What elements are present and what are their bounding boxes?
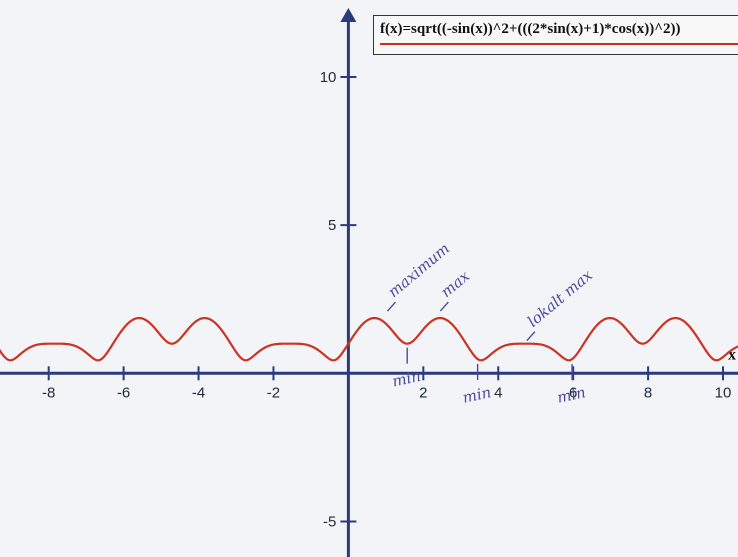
x-tick-label: -4: [192, 384, 205, 401]
annotation-text: min: [391, 367, 423, 391]
annotation-max: max: [437, 267, 474, 312]
legend-formula: f(x)=sqrt((-sin(x))^2+(((2*sin(x)+1)*cos…: [380, 21, 681, 37]
annotation-arrow: [386, 301, 397, 312]
x-tick-label: 10: [715, 384, 732, 401]
x-tick-label: -2: [267, 384, 280, 401]
annotation-min: min: [461, 363, 493, 407]
annotation-text: lokalt max: [524, 266, 597, 331]
annotation-min: min: [555, 363, 587, 407]
annotation-text: min: [555, 383, 587, 407]
y-axis-arrow: [340, 8, 357, 22]
x-tick-label: -8: [42, 384, 55, 401]
x-axis-name: x: [728, 346, 736, 363]
annotation-arrow: [526, 331, 536, 342]
x-tick-label: 4: [494, 384, 502, 401]
y-tick-label: -5: [323, 513, 336, 530]
annotation-text: min: [461, 383, 493, 407]
legend-series-swatch: [380, 43, 738, 45]
annotation-text: max: [437, 267, 473, 301]
y-tick-label: 10: [320, 69, 337, 86]
axes: x: [0, 8, 738, 557]
annotation-maximum: maximum: [384, 239, 453, 312]
x-tick-label: 6: [569, 384, 577, 401]
function-curve: [0, 316, 738, 362]
x-tick-label: 8: [644, 384, 652, 401]
annotation-arrow: [439, 301, 449, 312]
x-tick-label: 2: [419, 384, 427, 401]
axis-ticks: -8 -6 -4 -2 2 4 6 8 10 10 5 -5: [42, 69, 731, 530]
curve-layer: [0, 316, 738, 362]
annotation-lokalt-max: lokalt max: [524, 266, 597, 342]
x-tick-label: -6: [117, 384, 130, 401]
legend-box: f(x)=sqrt((-sin(x))^2+(((2*sin(x)+1)*cos…: [373, 15, 738, 55]
y-tick-label: 5: [328, 217, 336, 234]
annotation-min: min: [391, 347, 423, 391]
